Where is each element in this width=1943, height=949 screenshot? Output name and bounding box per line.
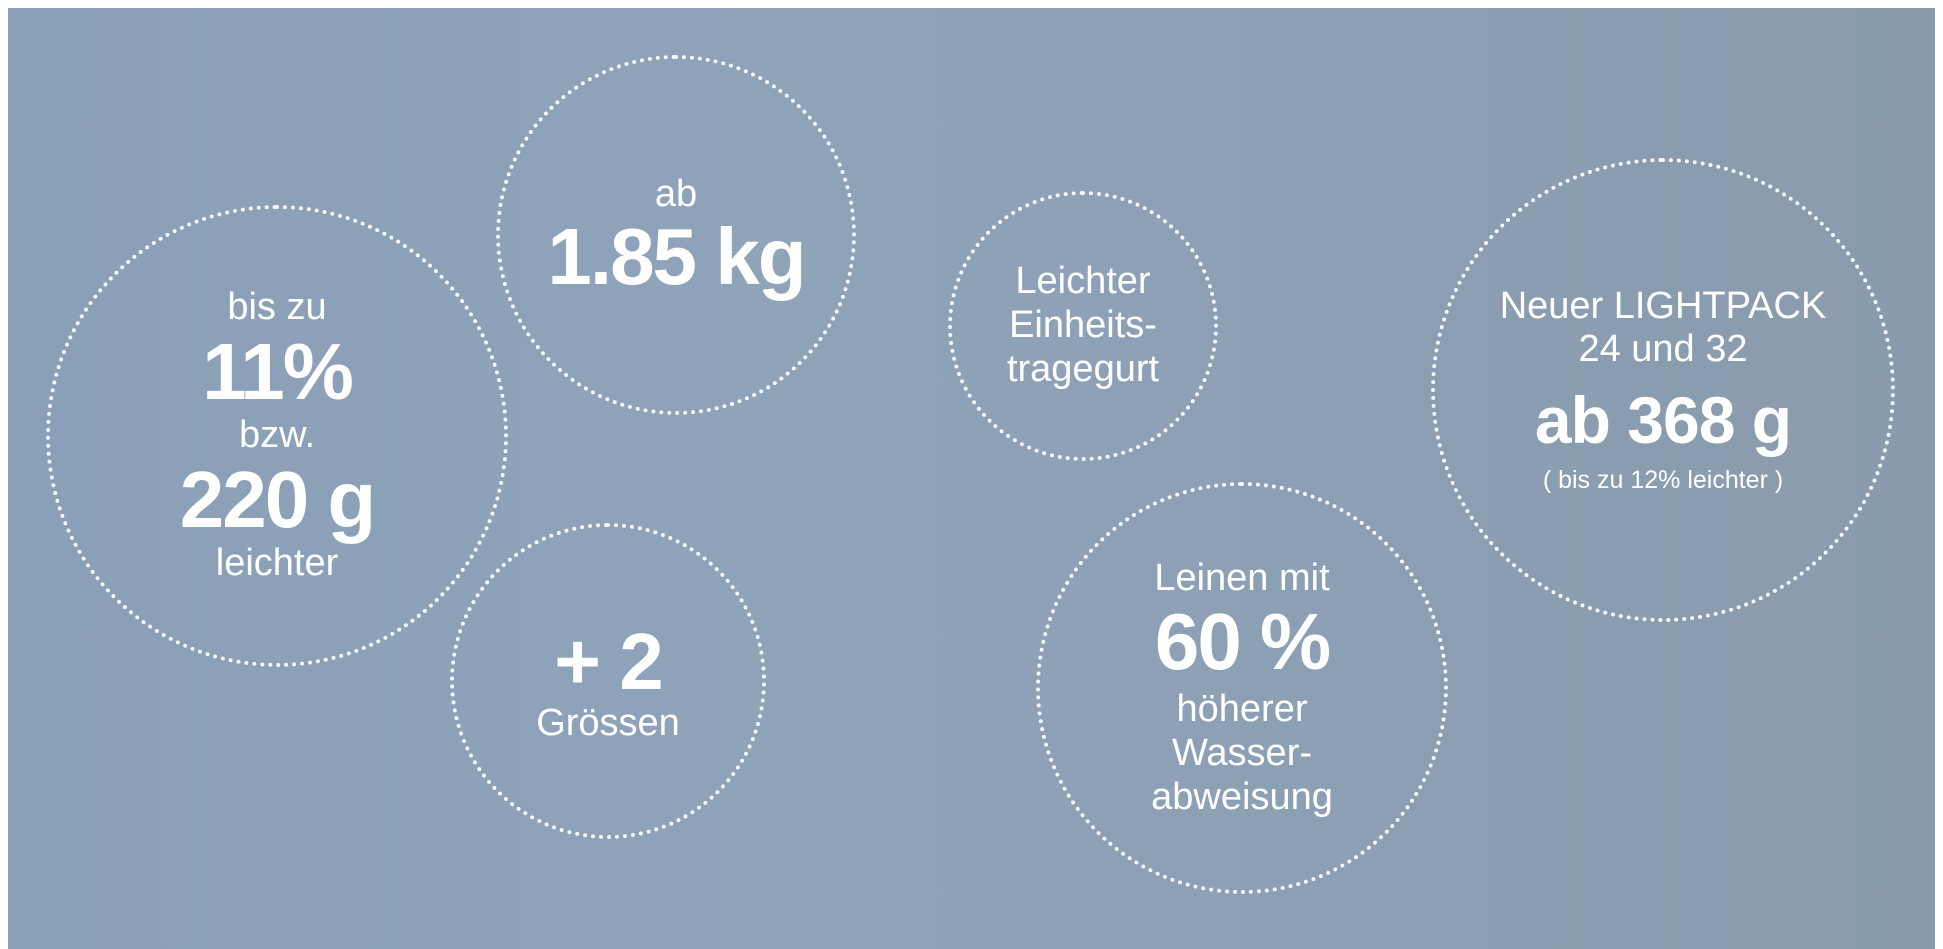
weight-saving-connector: bzw. xyxy=(238,414,316,457)
lightpack-sizes: 24 und 32 xyxy=(1578,328,1748,371)
lines-line-4: abweisung xyxy=(1151,775,1333,818)
harness-line-1: Leichter xyxy=(1015,260,1151,303)
weight-saving-bubble: bis zu 11% bzw. 220 g leichter xyxy=(46,205,508,667)
harness-line-3: tragegurt xyxy=(1006,347,1160,390)
lightpack-title: Neuer LIGHTPACK xyxy=(1499,284,1827,327)
weight-saving-grams: 220 g xyxy=(179,454,377,544)
lines-line-2: höherer xyxy=(1176,688,1308,731)
harness-line-2: Einheits- xyxy=(1009,304,1157,347)
weight-from-bubble: ab 1.85 kg xyxy=(496,55,856,415)
sizes-value: + 2 xyxy=(554,617,663,707)
weight-saving-prefix: bis zu xyxy=(227,286,327,329)
harness-bubble: Leichter Einheits- tragegurt xyxy=(948,191,1218,461)
sizes-label: Grössen xyxy=(536,702,680,745)
lightpack-note: ( bis zu 12% leichter ) xyxy=(1542,466,1784,495)
weight-from-value: 1.85 kg xyxy=(547,211,806,301)
weight-saving-percent: 11% xyxy=(202,327,354,417)
lines-bubble: Leinen mit 60 % höherer Wasser- abweisun… xyxy=(1036,482,1448,894)
weight-saving-suffix: leichter xyxy=(215,541,339,584)
lines-value: 60 % xyxy=(1154,597,1331,687)
weight-from-prefix: ab xyxy=(654,173,698,216)
lightpack-bubble: Neuer LIGHTPACK 24 und 32 ab 368 g ( bis… xyxy=(1431,158,1895,622)
infographic-panel: bis zu 11% bzw. 220 g leichter ab 1.85 k… xyxy=(8,8,1935,949)
lines-prefix: Leinen mit xyxy=(1154,556,1330,599)
lines-line-3: Wasser- xyxy=(1171,732,1313,774)
lightpack-value: ab 368 g xyxy=(1534,383,1792,458)
sizes-bubble: + 2 Grössen xyxy=(450,523,766,839)
